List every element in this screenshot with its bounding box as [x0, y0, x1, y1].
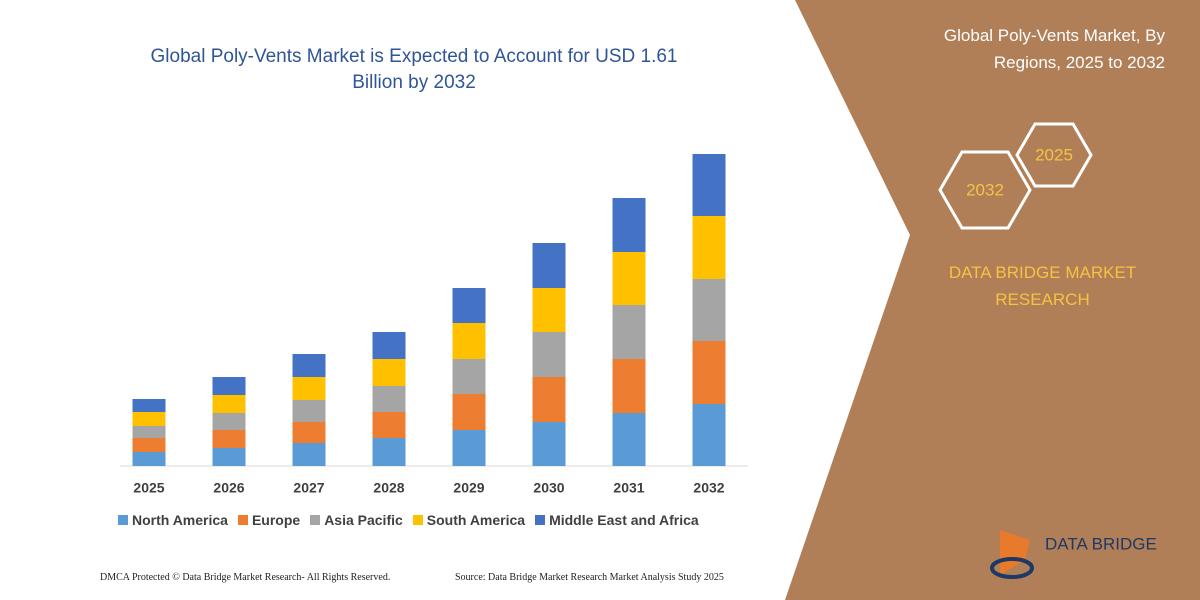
logo-mark: [990, 557, 1034, 579]
hexagon: [1015, 122, 1093, 188]
legend-item: South America: [412, 512, 526, 528]
bar-segment: [132, 438, 166, 452]
x-tick-label: 2032: [693, 480, 724, 496]
bar-segment: [132, 399, 166, 412]
bar-segment: [532, 377, 566, 422]
bar-segment: [372, 332, 406, 359]
bar-segment: [292, 422, 326, 443]
bar-segment: [212, 430, 246, 448]
bar-segment: [692, 154, 726, 216]
bar-segment: [292, 443, 326, 466]
legend-label: South America: [426, 512, 526, 528]
footer-note: DMCA Protected © Data Bridge Market Rese…: [100, 572, 391, 583]
x-tick-label: 2030: [533, 480, 564, 496]
legend-swatch: [237, 515, 248, 525]
chart-title: Global Poly-Vents Market is Expected to …: [150, 46, 678, 93]
bar-segment: [452, 430, 486, 466]
bar-segment: [692, 279, 726, 341]
bar-segment: [212, 448, 246, 466]
x-tick-label: 2028: [373, 480, 404, 496]
x-tick-label: 2027: [293, 480, 324, 496]
legend-item: North America: [118, 512, 228, 528]
bar-segment: [452, 359, 486, 394]
bar-segment: [372, 438, 406, 466]
bar-segment: [532, 422, 566, 466]
bar-segment: [612, 252, 646, 305]
side-panel: [785, 0, 1200, 600]
bar-segment: [212, 377, 246, 395]
bar-segment: [612, 305, 646, 359]
legend-item: Asia Pacific: [310, 512, 403, 528]
legend: North America Europe Asia Pacific South Ame…: [118, 512, 699, 528]
bar-segment: [452, 394, 486, 430]
bar-segment: [212, 413, 246, 430]
bar-segment: [372, 412, 406, 438]
bar-segment: [292, 377, 326, 400]
brand: DATA BRIDGE MARKET RESEARCH: [948, 263, 1137, 309]
bar-segment: [532, 332, 566, 377]
logo-text: DATA BRIDGE: [1045, 534, 1157, 553]
bar-segment: [132, 412, 166, 426]
bar-segment: [532, 288, 566, 332]
x-tick-label: 2031: [613, 480, 644, 496]
bar-segment: [612, 359, 646, 413]
bar-segment: [132, 452, 166, 466]
hexagon: [938, 150, 1032, 230]
x-tick-label: 2026: [213, 480, 244, 496]
bar-segment: [452, 288, 486, 323]
bar-segment: [692, 216, 726, 279]
x-tick-label: 2029: [453, 480, 484, 496]
panel-title: Global Poly-Vents Market, By Regions, 20…: [943, 26, 1165, 72]
bar-segment: [612, 413, 646, 466]
legend-label: Middle East and Africa: [549, 512, 699, 528]
bar-segment: [452, 323, 486, 359]
legend-swatch: [310, 515, 321, 525]
bar-segment: [372, 386, 406, 412]
legend-label: North America: [132, 512, 228, 528]
bar-segment: [692, 404, 726, 466]
hex-label: 2032: [966, 180, 1004, 199]
legend-label: Asia Pacific: [324, 512, 403, 528]
bar-segment: [212, 395, 246, 413]
legend-swatch: [535, 515, 546, 525]
hex-label: 2025: [1035, 145, 1073, 164]
footer-source: Source: Data Bridge Market Research Mark…: [455, 572, 724, 583]
bar-segment: [292, 400, 326, 422]
legend-item: Europe: [237, 512, 301, 528]
bar-segment: [372, 359, 406, 386]
bar-segment: [612, 198, 646, 252]
logo-mark: [1000, 530, 1030, 575]
bar-segment: [132, 426, 166, 438]
x-tick-label: 2025: [133, 480, 164, 496]
legend-label: Europe: [251, 512, 301, 528]
legend-item: Middle East and Africa: [535, 512, 699, 528]
bar-segment: [692, 341, 726, 404]
legend-swatch: [412, 515, 423, 525]
bar-segment: [292, 354, 326, 377]
bar-segment: [532, 243, 566, 288]
legend-swatch: [118, 515, 128, 525]
